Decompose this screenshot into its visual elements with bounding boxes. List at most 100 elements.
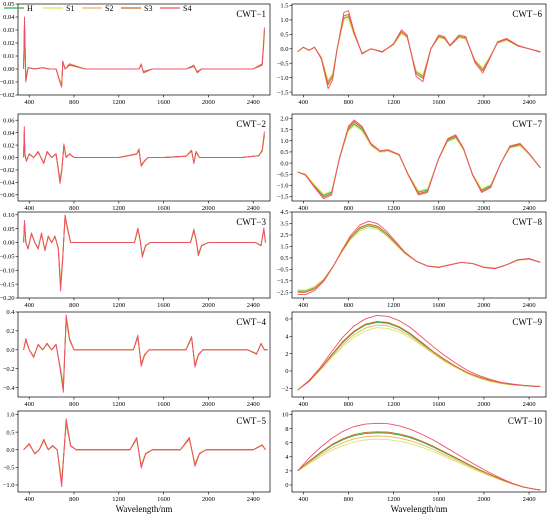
y-tick-label: −1.5: [277, 194, 289, 201]
series-line-s4: [23, 214, 266, 292]
y-tick-label: −0.01: [0, 79, 15, 86]
x-tick-label: 400: [298, 99, 308, 106]
y-tick-label: 1.5: [280, 244, 288, 251]
x-tick-label: 1200: [112, 99, 125, 106]
y-tick-label: 0.0: [6, 447, 14, 454]
x-tick-label: 1600: [157, 205, 170, 212]
chart-panel-2: 0.06 0.04 0.02 0.00 −0.02 −0.04 −0.06 400 800 120…: [0, 113, 271, 212]
y-tick-label: −1.5: [277, 89, 289, 96]
x-tick-label: 400: [24, 99, 34, 106]
y-tick-label: 0.02: [3, 40, 14, 47]
y-tick-label: −0.4: [3, 385, 16, 392]
y-tick-label: 1.5: [280, 127, 288, 134]
y-tick-label: −0.5: [277, 60, 289, 67]
series-line-s4: [23, 125, 265, 185]
y-tick-label: −0.06: [0, 192, 15, 199]
x-tick-label: 2000: [477, 205, 490, 212]
y-tick-label: 0.0: [6, 347, 14, 354]
y-tick-label: 0.5: [280, 255, 288, 262]
x-tick-label: 2000: [202, 205, 215, 212]
series-line-s3: [23, 20, 265, 87]
x-tick-label: 800: [344, 496, 354, 503]
y-tick-label: 10: [282, 412, 289, 419]
x-tick-label: 2000: [202, 99, 215, 106]
x-tick-label: 1600: [432, 205, 445, 212]
x-tick-label: 2000: [477, 302, 490, 309]
y-tick-label: −0.2: [3, 366, 15, 373]
plot-frame: [17, 3, 271, 96]
series-line-s2: [297, 122, 541, 197]
x-tick-label: 2400: [523, 205, 536, 212]
y-tick-label: −0.5: [277, 171, 289, 178]
plot-frame: [291, 311, 547, 398]
series-line-s4: [297, 10, 541, 90]
y-tick-label: −2.5: [277, 289, 289, 296]
x-tick-label: 800: [69, 401, 79, 408]
y-tick-label: −0.10: [0, 267, 15, 274]
y-tick-label: 6: [285, 440, 289, 447]
x-tick-label: 1200: [387, 99, 400, 106]
x-tick-label: 400: [24, 205, 34, 212]
legend-label-s3: S3: [144, 4, 152, 13]
y-tick-label: 1.0: [280, 138, 288, 145]
x-tick-label: 1600: [157, 302, 170, 309]
y-tick-label: −1.5: [277, 278, 289, 285]
series-line-s1: [297, 227, 541, 291]
x-tick-label: 1200: [112, 302, 125, 309]
chart-panel-10: 10 8 6 4 2 0 400 800 1200 1600 2000 2400 CWT−10 Wavel…: [282, 410, 547, 514]
x-tick-label: 1200: [112, 496, 125, 503]
series-line-s1: [297, 327, 541, 391]
y-tick-label: 4: [285, 454, 289, 461]
legend-label-s2: S2: [105, 4, 113, 13]
chart-panel-8: 4.5 3.5 2.5 1.5 0.5 −0.5 −1.5 −2.5 400 800 1200 160…: [277, 209, 547, 309]
y-tick-label: 0.10: [3, 212, 14, 219]
y-tick-label: 0.04: [3, 130, 15, 137]
x-tick-label: 1600: [432, 401, 445, 408]
x-tick-label: 2400: [523, 99, 536, 106]
x-tick-label: 1200: [387, 401, 400, 408]
x-tick-label: 800: [69, 302, 79, 309]
y-tick-label: −1.0: [277, 75, 289, 82]
x-tick-label: 1200: [112, 401, 125, 408]
y-tick-label: −0.04: [0, 180, 15, 187]
y-tick-label: 0.01: [3, 53, 14, 60]
series-line-s2: [297, 224, 541, 293]
x-tick-label: 800: [69, 205, 79, 212]
y-tick-label: 3.5: [280, 221, 288, 228]
legend: H S1 S2 S3 S4: [4, 4, 191, 13]
series-group: [297, 10, 541, 90]
chart-panel-9: 6 4 2 0 −2 400 800 1200 1600 2000 2400 CWT−9: [282, 311, 547, 408]
x-tick-label: 1600: [432, 302, 445, 309]
series-line-s3: [297, 223, 541, 293]
y-tick-label: 4.5: [280, 209, 288, 216]
series-line-s2: [23, 21, 265, 86]
chart-panel-6: 1.5 1.0 0.5 0.0 −0.5 −1.0 −1.5 400 800 1200 1600 20…: [277, 3, 547, 106]
plot-frame: [17, 410, 271, 493]
series-line-s2: [297, 324, 541, 391]
series-line-s3: [297, 431, 541, 491]
y-tick-label: 2.0: [280, 116, 288, 123]
series-line-s2: [23, 131, 265, 181]
y-tick-label: −0.02: [0, 167, 15, 174]
series-line-s4: [23, 314, 268, 393]
y-tick-label: 0.00: [3, 66, 14, 73]
y-tick-label: 0.0: [280, 160, 288, 167]
plot-frame: [291, 113, 547, 202]
chart-panel-7: 2.0 1.5 1.0 0.5 0.0 −0.5 −1.0 −1.5 400 800 1200 160…: [277, 113, 547, 212]
x-tick-label: 800: [344, 401, 354, 408]
series-line-h: [297, 321, 541, 391]
series-line-s1: [23, 25, 265, 84]
plot-frame: [291, 211, 547, 299]
y-tick-label: 0.06: [3, 117, 15, 124]
y-tick-label: 8: [285, 426, 288, 433]
x-tick-label: 800: [344, 99, 354, 106]
y-tick-label: 0.2: [6, 328, 14, 335]
y-tick-label: 0.00: [3, 240, 14, 247]
y-tick-label: 0.0: [280, 46, 288, 53]
y-tick-label: 6: [285, 316, 289, 323]
y-tick-label: 4: [285, 333, 289, 340]
x-tick-label: 2000: [202, 496, 215, 503]
x-tick-label: 2000: [202, 302, 215, 309]
x-tick-label: 400: [298, 496, 308, 503]
